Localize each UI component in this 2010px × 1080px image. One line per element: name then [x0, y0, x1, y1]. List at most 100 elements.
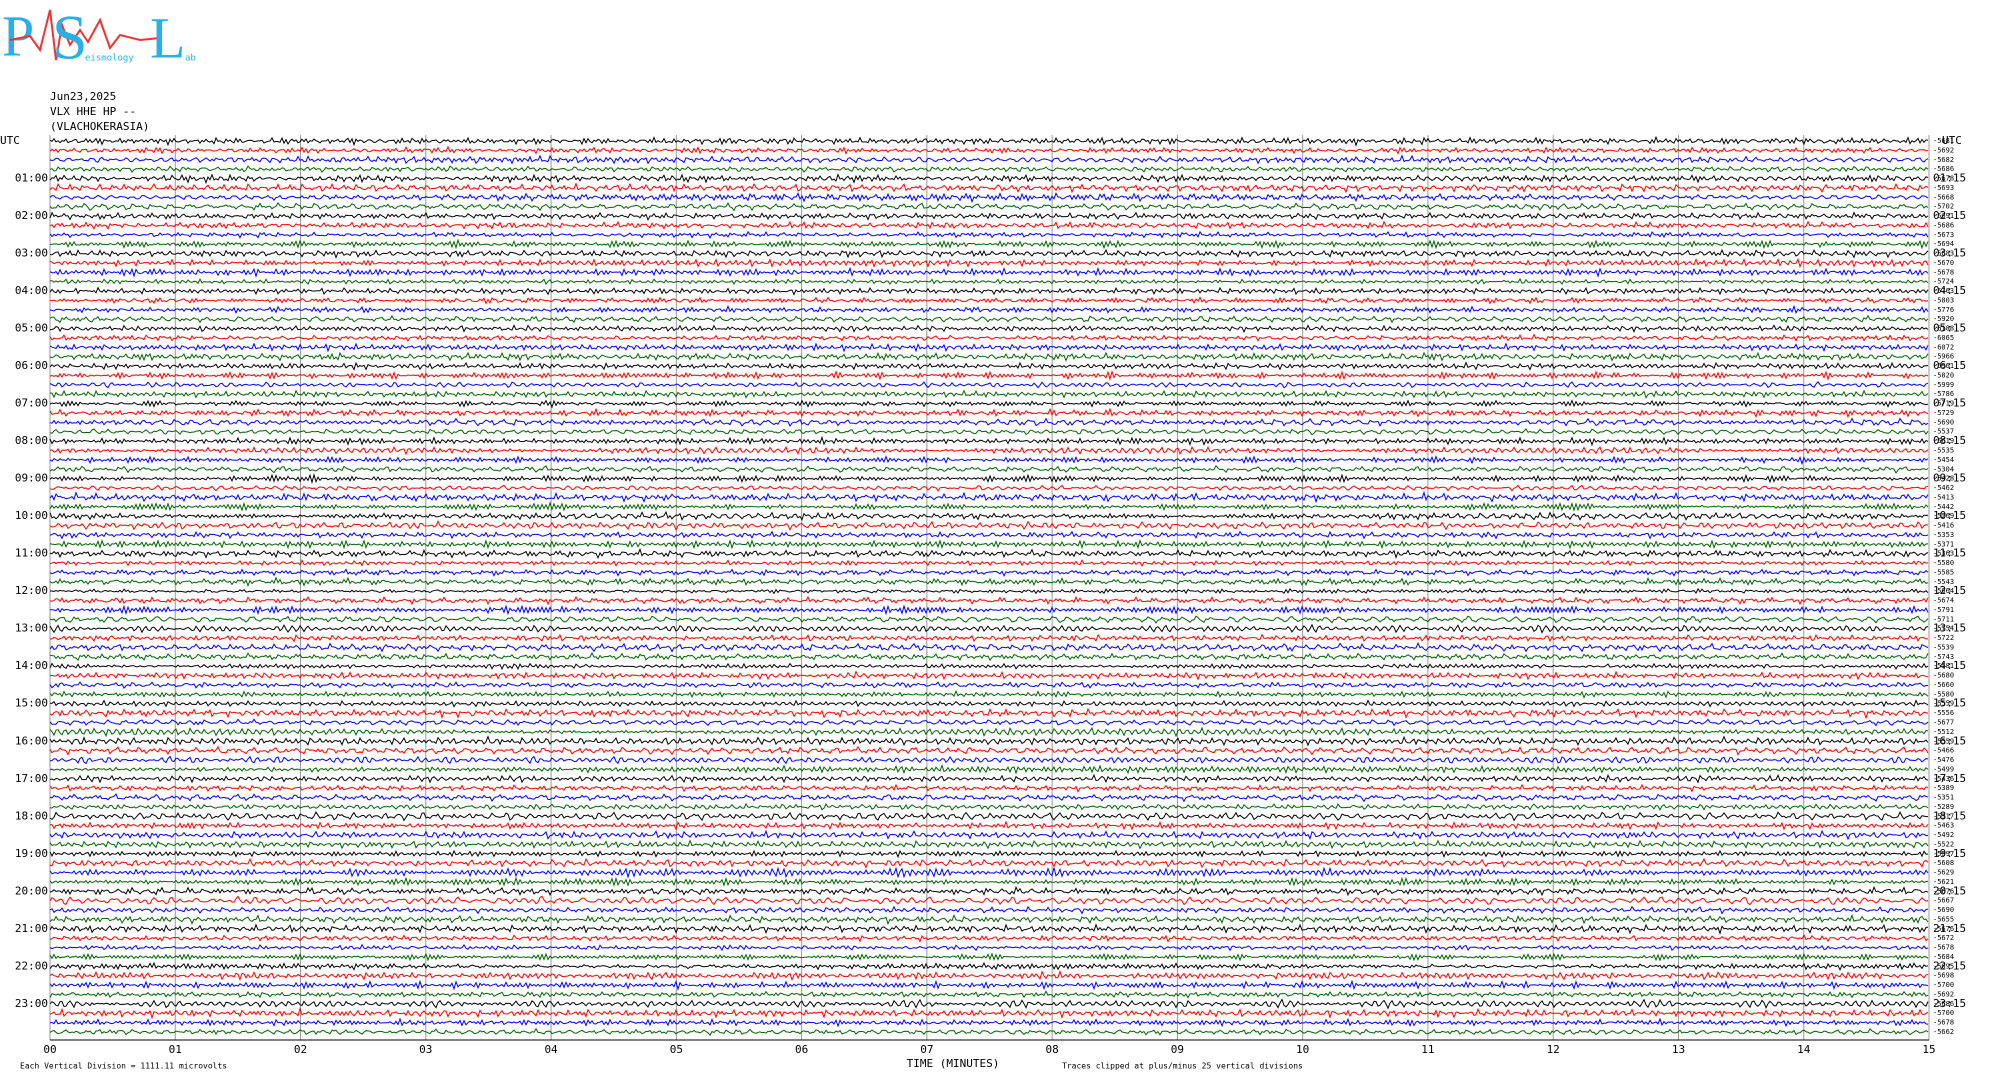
trace [49, 154, 1929, 165]
trace-offset: -5559 [1933, 737, 1954, 745]
trace [49, 369, 1929, 381]
hour-label-left: 16:00 [15, 734, 48, 747]
footer-clip: Traces clipped at plus/minus 25 vertical… [1062, 1062, 1303, 1071]
trace [49, 764, 1929, 775]
trace-offset: -5353 [1933, 531, 1954, 539]
hour-label-left: 08:00 [15, 434, 48, 447]
logo: P S eismology L ab [2, 2, 196, 73]
trace-offset: -5686 [1933, 221, 1954, 229]
hour-label-left: 18:00 [15, 809, 48, 822]
trace-offset: -5724 [1933, 278, 1954, 286]
trace [49, 1006, 1929, 1020]
hour-label-right: 17:15 [1933, 772, 1966, 785]
trace-offset: -5668 [1933, 193, 1954, 201]
hour-label-left: 03:00 [15, 247, 48, 260]
trace-offset: -5662 [1933, 1028, 1954, 1036]
hour-label-right: 10:15 [1933, 509, 1966, 522]
hour-label-right: 05:15 [1933, 322, 1966, 335]
trace [49, 681, 1929, 689]
trace-offset: -5522 [1933, 840, 1954, 848]
trace-offset: -5692 [1933, 146, 1954, 154]
logo-letter: S [52, 2, 88, 73]
trace-offset: -5476 [1933, 756, 1954, 764]
trace-offset: -5966 [1933, 353, 1954, 361]
trace [49, 623, 1929, 634]
hour-label-right: 07:15 [1933, 397, 1966, 410]
trace [49, 923, 1929, 935]
hour-label-right: 18:15 [1933, 809, 1966, 822]
trace [49, 520, 1929, 532]
header-date: Jun23,2025 [50, 90, 116, 103]
x-tick-label: 02 [294, 1043, 307, 1056]
trace [49, 913, 1929, 926]
trace [49, 464, 1929, 474]
hour-label-left: 06:00 [15, 359, 48, 372]
trace [49, 802, 1929, 811]
trace-offset: -5664 [1933, 587, 1954, 595]
hour-label-right: 09:15 [1933, 472, 1966, 485]
trace [49, 1017, 1929, 1028]
trace-offset: -5317 [1933, 812, 1954, 820]
logo-letter: L [150, 5, 185, 70]
hour-label-right: 19:15 [1933, 847, 1966, 860]
trace-offset: -5961 [1933, 362, 1954, 370]
trace [49, 633, 1929, 643]
trace-offset: -5678 [1933, 268, 1954, 276]
trace [49, 783, 1929, 793]
trace [49, 755, 1929, 765]
trace-offset: -5691 [1933, 212, 1954, 220]
trace-offset: -5678 [1933, 175, 1954, 183]
trace [49, 670, 1929, 681]
trace [49, 839, 1929, 850]
x-tick-label: 13 [1672, 1043, 1685, 1056]
hour-label-right: 20:15 [1933, 884, 1966, 897]
hour-label-right: 22:15 [1933, 959, 1966, 972]
trace [49, 829, 1928, 841]
hour-label-right: 03:15 [1933, 247, 1966, 260]
trace [49, 689, 1929, 699]
trace-offset: -5722 [1933, 634, 1954, 642]
trace [49, 324, 1929, 334]
hour-label-right: UTC [1942, 134, 1962, 147]
trace [49, 615, 1929, 624]
trace [49, 933, 1929, 943]
x-tick-label: 05 [670, 1043, 683, 1056]
trace [49, 885, 1929, 897]
trace-offset: -5920 [1933, 315, 1954, 323]
trace [49, 595, 1929, 606]
trace-offset: -5672 [1933, 934, 1954, 942]
trace [49, 604, 1929, 616]
trace-offset: -5499 [1933, 765, 1954, 773]
x-axis-title: TIME (MINUTES) [907, 1057, 1000, 1070]
trace [49, 342, 1929, 353]
x-tick-label: 09 [1171, 1043, 1184, 1056]
trace [49, 857, 1929, 869]
trace [49, 435, 1929, 447]
trace [49, 576, 1929, 588]
trace-offset: -5389 [1933, 784, 1954, 792]
trace [49, 266, 1929, 278]
trace-offset: -5693 [1933, 184, 1954, 192]
trace [49, 793, 1929, 803]
trace-offset: -5695 [1933, 962, 1954, 970]
trace-offset: -5580 [1933, 690, 1954, 698]
trace [49, 230, 1929, 239]
trace-offset: -5462 [1933, 484, 1954, 492]
trace-offset: -5999 [1933, 381, 1954, 389]
logo-wave [9, 9, 161, 61]
trace-offset: -5754 [1933, 625, 1954, 633]
trace [49, 718, 1929, 727]
trace-offset: -5683 [1933, 250, 1954, 258]
trace [49, 559, 1929, 567]
trace [49, 490, 1929, 504]
trace-offset: -5686 [1933, 165, 1954, 173]
trace [49, 943, 1929, 952]
trace-offset: -5719 [1933, 400, 1954, 408]
trace [49, 510, 1929, 521]
trace [50, 587, 1929, 595]
trace [50, 238, 1929, 250]
trace [49, 165, 1929, 173]
trace-offset: -5304 [1933, 465, 1954, 473]
trace [49, 810, 1928, 822]
trace [49, 707, 1929, 720]
